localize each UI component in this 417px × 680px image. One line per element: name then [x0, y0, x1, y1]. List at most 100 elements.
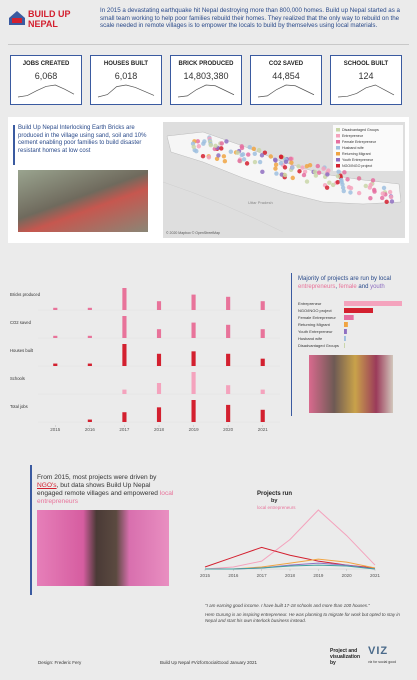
map-dot — [388, 194, 394, 200]
map-dot — [304, 179, 310, 184]
kpi-value: 124 — [358, 71, 374, 81]
map-dot — [335, 174, 341, 179]
x-tick-label: 2018 — [285, 573, 296, 578]
map-dot — [302, 169, 308, 174]
bar-label: Female Entrepreneur — [298, 315, 336, 320]
map-dot — [208, 143, 214, 148]
x-tick-label: 2016 — [85, 427, 96, 432]
map-dot — [340, 185, 346, 190]
roles-title: Majority of projects are run by local en… — [298, 276, 410, 291]
legend-label: Returning Migrant — [342, 152, 371, 156]
map-dot — [273, 162, 279, 167]
bar — [87, 335, 92, 338]
bar — [344, 322, 348, 327]
kpi-card: JOBS CREATED 6,068 — [10, 55, 82, 105]
map-dot — [356, 176, 362, 181]
map-dot — [327, 180, 332, 185]
map-dot — [341, 188, 346, 194]
sparkline-line — [97, 84, 155, 98]
bar — [226, 296, 231, 310]
x-tick-label: 2018 — [154, 427, 165, 432]
map-dot — [241, 157, 247, 162]
map-dot — [196, 144, 201, 149]
bar — [53, 307, 58, 310]
bar — [191, 322, 196, 338]
bar — [344, 315, 354, 320]
kpi-label: BRICK PRODUCED — [178, 61, 234, 67]
map-dot — [379, 195, 385, 201]
bar — [344, 336, 346, 341]
text: , — [335, 283, 338, 290]
bar — [260, 409, 265, 422]
map-dot — [345, 177, 350, 182]
map-dot — [240, 152, 246, 157]
legend-swatch — [336, 164, 340, 168]
bar — [87, 363, 92, 366]
row-label: Total jobs — [10, 404, 28, 409]
sparkline-line — [337, 84, 395, 98]
map-dot — [324, 185, 330, 190]
map-dot — [380, 191, 385, 196]
x-tick-label: 2021 — [258, 427, 269, 432]
row-label: Schools — [10, 376, 25, 381]
map-dot — [202, 139, 207, 144]
sparkline-line — [17, 84, 75, 98]
bar — [122, 316, 127, 338]
legend-label: NGO/INGO project — [342, 164, 372, 168]
kpi-card: SCHOOL BUILT 124 — [330, 55, 402, 105]
map-dot — [224, 139, 229, 144]
text: Majority of projects are run by local — [298, 276, 392, 282]
row-label: CO2 saved — [10, 320, 32, 325]
text: youth — [370, 283, 385, 290]
map-dot — [206, 155, 212, 160]
accent-bar — [30, 465, 32, 595]
map-dot — [260, 169, 265, 175]
map-dot — [279, 172, 285, 177]
x-tick-label: 2016 — [228, 573, 239, 578]
map-dot — [330, 182, 336, 188]
bar — [191, 294, 196, 310]
map: Uttar Pradesh © 2020 Mapbox © OpenStreet… — [163, 122, 405, 238]
text: female — [338, 283, 357, 290]
bar — [344, 329, 347, 334]
map-dot — [370, 178, 376, 183]
x-tick-label: 2020 — [223, 427, 234, 432]
map-dot — [228, 149, 234, 154]
bar-label: Entrepreneur — [298, 301, 322, 306]
map-dot — [200, 153, 206, 159]
x-tick-label: 2015 — [200, 573, 211, 578]
legend-label: Entrepreneur — [342, 134, 364, 138]
bar — [344, 343, 345, 348]
map-dot — [290, 165, 295, 170]
map-dot — [290, 175, 295, 181]
divider — [8, 44, 409, 45]
kpi-value: 14,803,380 — [183, 71, 229, 81]
bar — [156, 407, 162, 422]
roles-chart: Entrepreneur NGO/INGO project Female Entre… — [298, 301, 402, 348]
photo — [37, 510, 169, 586]
sparkline — [97, 84, 155, 98]
map-dot — [372, 189, 377, 194]
map-dot — [262, 150, 268, 155]
map-place: Uttar Pradesh — [248, 200, 273, 205]
bar — [226, 324, 231, 338]
map-dot — [356, 190, 362, 196]
map-dot — [282, 172, 288, 178]
map-dot — [304, 164, 310, 169]
bar — [260, 329, 265, 338]
map-dot — [221, 154, 227, 159]
story: From 2015, most projects were driven by … — [37, 474, 177, 506]
map-dot — [384, 199, 389, 205]
bar — [191, 400, 196, 422]
quote: Hem Gurung is an inspiring entrepreneur.… — [205, 612, 400, 623]
map-dot — [288, 156, 293, 162]
map-dot — [326, 168, 331, 173]
x-tick-label: 2021 — [370, 573, 381, 578]
text: entrepreneurs — [298, 283, 336, 290]
x-tick-label: 2019 — [189, 427, 200, 432]
legend-swatch — [336, 146, 340, 150]
map-dot — [195, 139, 201, 144]
bar-label: Husband wife — [298, 336, 323, 341]
timeline-chart: Bricks produced CO2 saved Houses built Scho… — [10, 288, 280, 432]
x-tick-label: 2019 — [313, 573, 324, 578]
